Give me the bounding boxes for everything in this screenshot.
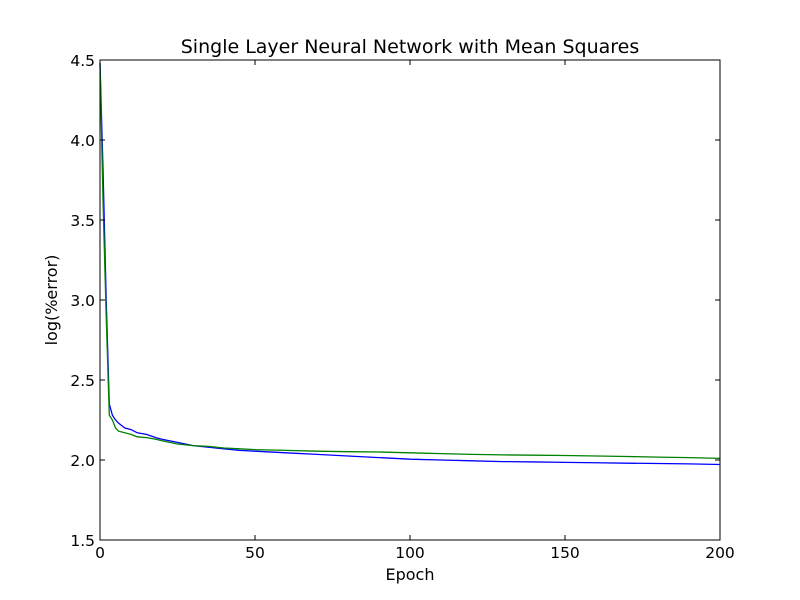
x-tick-label: 200: [705, 544, 735, 562]
plot-frame: [99, 59, 721, 541]
y-tick-label: 1.5: [70, 532, 95, 550]
y-tick-label: 4.5: [70, 52, 95, 70]
plot-area: [100, 60, 720, 540]
y-axis-label: log(%error): [42, 255, 61, 346]
x-tick-label: 50: [245, 544, 265, 562]
x-axis-label: Epoch: [386, 565, 435, 584]
y-tick-label: 3.0: [70, 292, 95, 310]
x-tick-label: 0: [95, 544, 105, 562]
y-tick-label: 4.0: [70, 132, 95, 150]
series-line-2: [99, 63, 721, 460]
chart-title: Single Layer Neural Network with Mean Sq…: [181, 36, 640, 58]
x-ticks: 0 50 100 150 200: [95, 60, 735, 562]
series-layer: [99, 63, 721, 466]
y-tick-label: 3.5: [70, 212, 95, 230]
x-tick-label: 100: [395, 544, 425, 562]
y-tick-label: 2.5: [70, 372, 95, 390]
series-line-1: [99, 63, 721, 466]
x-tick-label: 150: [550, 544, 580, 562]
y-tick-label: 2.0: [70, 452, 95, 470]
